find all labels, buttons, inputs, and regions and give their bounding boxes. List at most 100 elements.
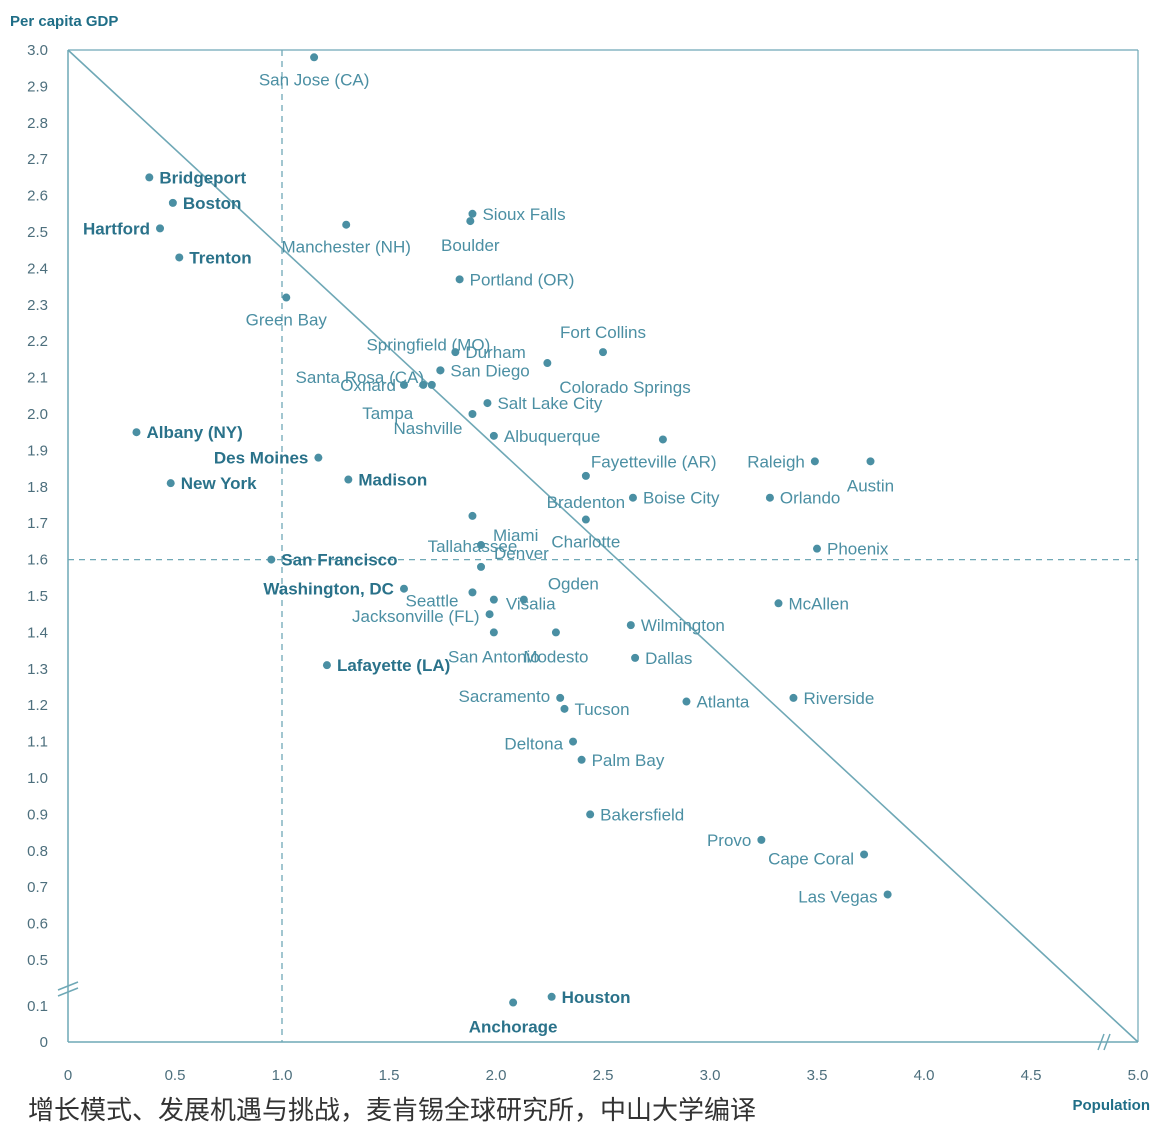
data-point: Boulder xyxy=(441,217,500,255)
data-point: Santa Rosa (CA) xyxy=(296,368,436,389)
y-tick-label: 2.8 xyxy=(27,115,48,132)
data-point-dot xyxy=(314,453,323,462)
axis-frame xyxy=(57,49,1139,1051)
data-point: Salt Lake City xyxy=(483,394,603,413)
data-point: Sioux Falls xyxy=(468,205,566,224)
data-points: San Jose (CA) Bridgeport Boston Hartford Tre… xyxy=(83,53,894,1037)
data-point: Tucson xyxy=(560,700,630,719)
data-point-label: Des Moines xyxy=(214,449,308,468)
data-point-dot xyxy=(489,595,498,604)
y-tick-label: 1.9 xyxy=(27,442,48,459)
data-point: Sacramento xyxy=(459,687,565,706)
y-tick-label: 1.1 xyxy=(27,734,48,751)
data-point: Washington, DC xyxy=(263,580,408,599)
y-tick-label: 1.8 xyxy=(27,479,48,496)
data-point: Durham xyxy=(451,343,526,362)
data-point: Las Vegas xyxy=(798,887,892,906)
data-point-dot xyxy=(436,366,445,375)
data-point-dot xyxy=(765,493,774,502)
data-point-label: Deltona xyxy=(504,735,563,754)
y-tick-label: 2.3 xyxy=(27,297,48,314)
x-tick-label: 1.5 xyxy=(379,1067,400,1084)
data-point-label: Wilmington xyxy=(641,616,725,635)
y-tick-label: 0.8 xyxy=(27,843,48,860)
data-point-label: Atlanta xyxy=(696,693,749,712)
y-tick-label: 1.3 xyxy=(27,661,48,678)
data-point-dot xyxy=(682,697,691,706)
data-point-label: Tucson xyxy=(574,700,629,719)
data-point-label: Fayetteville (AR) xyxy=(591,452,717,471)
data-point-label: Tampa xyxy=(362,404,414,423)
data-point-dot xyxy=(581,515,590,524)
data-point-label: Provo xyxy=(707,831,751,850)
data-point-dot xyxy=(485,610,494,619)
data-point-dot xyxy=(631,653,640,662)
data-point: San Francisco xyxy=(267,551,398,570)
data-point-dot xyxy=(560,704,569,713)
data-point-dot xyxy=(267,555,276,564)
data-point: Riverside xyxy=(789,689,874,708)
data-point-label: Salt Lake City xyxy=(497,394,602,413)
x-tick-label: 3.0 xyxy=(700,1067,721,1084)
y-tick-label: 1.5 xyxy=(27,588,48,605)
data-point: Tallahassee xyxy=(428,511,518,556)
data-point-label: Houston xyxy=(562,988,631,1007)
data-point: Albuquerque xyxy=(489,427,600,446)
data-point-label: Manchester (NH) xyxy=(281,238,410,257)
data-point: Fort Collins xyxy=(560,323,646,357)
x-axis-break-mark xyxy=(1097,1033,1111,1051)
data-point: Atlanta xyxy=(682,693,750,712)
data-point-dot xyxy=(519,595,528,604)
data-point-dot xyxy=(547,992,556,1001)
data-point-label: Colorado Springs xyxy=(559,378,690,397)
data-point-dot xyxy=(342,220,351,229)
data-point: Trenton xyxy=(175,248,252,267)
data-point-label: Bakersfield xyxy=(600,805,684,824)
y-tick-label: 1.0 xyxy=(27,770,48,787)
data-point-dot xyxy=(468,588,477,597)
x-tick-label: 4.5 xyxy=(1021,1067,1042,1084)
data-point: Bradenton xyxy=(547,471,625,512)
data-point-label: Visalia xyxy=(506,595,556,614)
data-point: Albany (NY) xyxy=(132,423,243,442)
data-point-dot xyxy=(419,380,428,389)
data-point-dot xyxy=(399,584,408,593)
data-point-label: Anchorage xyxy=(469,1018,558,1037)
data-point-dot xyxy=(509,998,518,1007)
data-point-dot xyxy=(145,173,154,182)
y-tick-label: 0.1 xyxy=(27,998,48,1015)
data-point-label: Boulder xyxy=(441,236,500,255)
data-point: Ogden xyxy=(519,575,599,604)
y-axis-break-mark xyxy=(57,981,79,997)
data-point-label: San Jose (CA) xyxy=(259,70,370,89)
data-point: Austin xyxy=(847,457,894,495)
data-point-label: Bridgeport xyxy=(159,168,246,187)
data-point-label: San Antonio xyxy=(448,647,540,666)
data-point-label: Jacksonville (FL) xyxy=(352,607,480,626)
data-point-dot xyxy=(156,224,165,233)
data-point-label: Portland (OR) xyxy=(470,270,575,289)
y-tick-label: 1.6 xyxy=(27,552,48,569)
data-point-label: Orlando xyxy=(780,489,840,508)
data-point: Fayetteville (AR) xyxy=(591,435,717,471)
data-point-label: Tallahassee xyxy=(428,537,518,556)
y-tick-label: 0.9 xyxy=(27,806,48,823)
data-point-label: Trenton xyxy=(189,248,251,267)
data-point: Des Moines xyxy=(214,449,323,468)
data-point-dot xyxy=(455,275,464,284)
data-point-label: Washington, DC xyxy=(263,580,394,599)
data-point-dot xyxy=(477,541,486,550)
x-tick-label: 0 xyxy=(64,1067,72,1084)
data-point-label: Boise City xyxy=(643,489,720,508)
data-point-dot xyxy=(577,755,586,764)
data-point-label: Sacramento xyxy=(459,687,551,706)
data-point: Houston xyxy=(547,988,631,1007)
y-tick-label: 2.6 xyxy=(27,188,48,205)
data-point: Madison xyxy=(344,471,427,490)
data-point-dot xyxy=(628,493,637,502)
data-point: Lafayette (LA) xyxy=(322,656,450,675)
data-point: Wilmington xyxy=(626,616,725,635)
data-point-label: Dallas xyxy=(645,649,692,668)
data-point: Dallas xyxy=(631,649,692,668)
data-point-dot xyxy=(774,599,783,608)
